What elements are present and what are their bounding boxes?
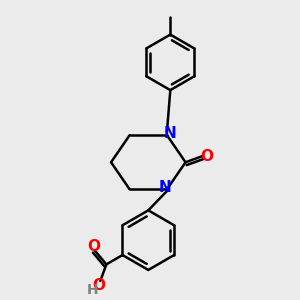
Text: N: N <box>159 180 172 195</box>
Text: O: O <box>92 278 105 293</box>
Text: H: H <box>87 284 99 297</box>
Text: O: O <box>200 149 213 164</box>
Text: N: N <box>163 126 176 141</box>
Text: O: O <box>87 239 100 254</box>
